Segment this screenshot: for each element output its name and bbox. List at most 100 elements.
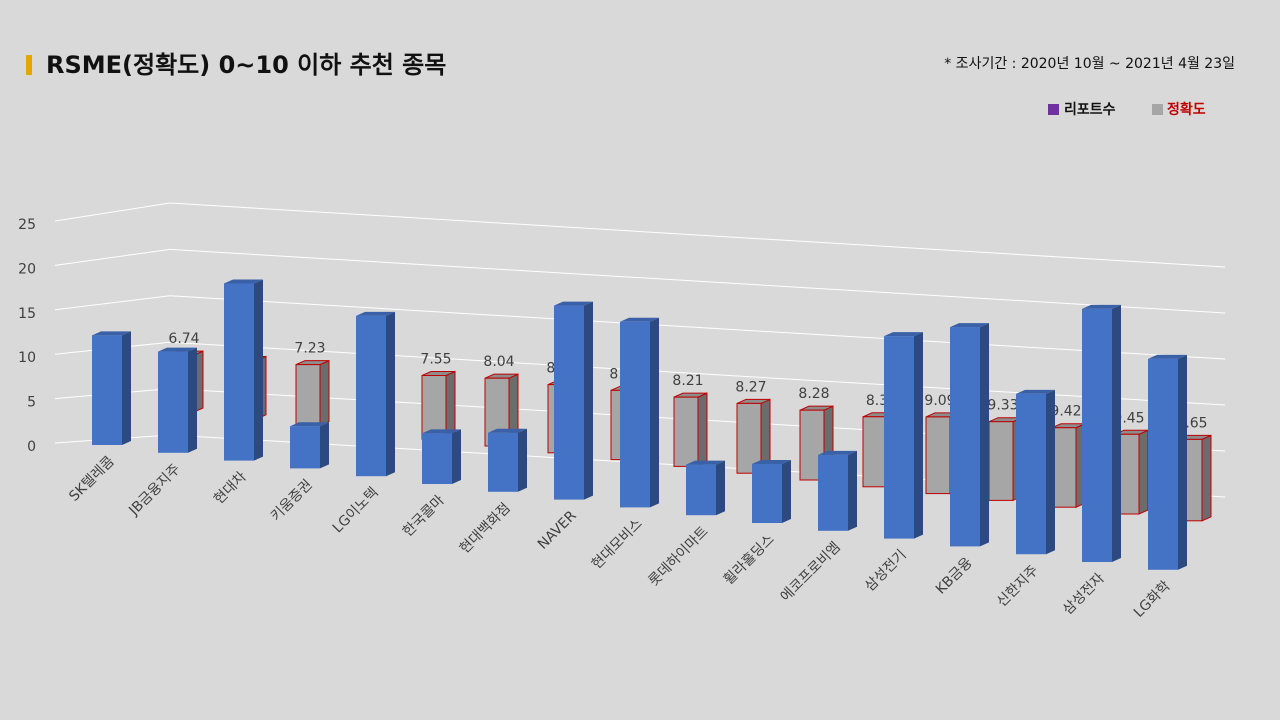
bar	[1148, 354, 1187, 570]
bar-top	[884, 332, 923, 337]
bar-top	[1148, 354, 1187, 359]
bar-face	[686, 464, 716, 516]
bar	[421, 370, 456, 440]
data-label: 8.04	[483, 354, 514, 370]
title-accent	[26, 55, 32, 75]
bar-face	[884, 336, 914, 539]
bar-top	[224, 279, 263, 284]
bar-face	[752, 463, 782, 523]
data-label: 9.33	[987, 398, 1018, 414]
bar	[799, 405, 834, 481]
bar-top	[356, 311, 395, 316]
y-tick-label: 25	[18, 217, 36, 233]
bar-side	[518, 428, 527, 492]
bar	[356, 311, 395, 477]
bar-face	[818, 454, 848, 531]
bar-face	[673, 396, 699, 467]
legend-swatch	[1152, 104, 1163, 115]
bar	[884, 332, 923, 539]
bar-face	[1051, 427, 1077, 508]
bar-top	[818, 450, 857, 455]
bar-side	[848, 450, 857, 531]
bar	[295, 359, 330, 427]
bar	[950, 323, 989, 547]
bar-side	[980, 323, 989, 547]
bar-face	[92, 335, 122, 445]
bar	[736, 398, 771, 474]
bar	[554, 301, 593, 500]
bar	[752, 459, 791, 523]
data-label: 9.45	[1113, 410, 1144, 426]
chart-title: RSME(정확도) 0~10 이하 추천 종목	[46, 51, 446, 79]
bar-side	[320, 422, 329, 469]
note: * 조사기간 : 2020년 10월 ~ 2021년 4월 23일	[944, 56, 1235, 72]
bar-side	[122, 331, 131, 445]
bar-side	[716, 460, 725, 516]
bar-face	[554, 305, 584, 500]
bar	[290, 422, 329, 469]
bar	[620, 317, 659, 508]
legend: 리포트수 정확도	[1048, 101, 1206, 118]
grid-line	[169, 202, 1226, 268]
bar-top	[92, 331, 131, 336]
bar-face	[1148, 358, 1178, 570]
bar-top	[1016, 389, 1055, 394]
bar	[818, 450, 857, 531]
bar-face	[736, 402, 762, 474]
bar-top	[950, 323, 989, 328]
bar	[158, 347, 197, 453]
bar-face	[158, 351, 188, 453]
bar-side	[319, 359, 330, 427]
bar	[673, 392, 708, 468]
bar-side	[254, 279, 263, 461]
bar-side	[697, 392, 708, 468]
bar-face	[950, 327, 980, 547]
bar-side	[188, 347, 197, 453]
bar-face	[421, 375, 447, 440]
bar	[224, 279, 263, 461]
bar-top	[1082, 304, 1121, 309]
bar-side	[1138, 429, 1149, 515]
grid-line	[54, 295, 171, 311]
grid-line	[54, 202, 171, 222]
bar-face	[290, 426, 320, 469]
bar-side	[1046, 389, 1055, 555]
bar-face	[1082, 308, 1112, 562]
bar-top	[488, 428, 527, 433]
bar-face	[422, 433, 452, 484]
legend-swatch	[1048, 104, 1059, 115]
data-label: 9.09	[924, 393, 955, 409]
data-label: 8.27	[735, 379, 766, 395]
y-tick-label: 0	[27, 439, 36, 455]
bar-top	[686, 460, 725, 465]
bar-face	[1016, 393, 1046, 555]
bar-top	[158, 347, 197, 352]
bar	[488, 428, 527, 492]
bar-face	[356, 315, 386, 477]
data-label: 6.74	[168, 331, 199, 347]
bar-side	[386, 311, 395, 477]
bar-side	[650, 317, 659, 508]
bar-face	[620, 321, 650, 508]
bar	[422, 429, 461, 484]
bar-side	[445, 370, 456, 440]
legend-label: 리포트수	[1064, 102, 1116, 118]
bar-top	[620, 317, 659, 322]
bar	[1082, 304, 1121, 562]
y-tick-label: 15	[18, 306, 36, 322]
data-label: 9.42	[1050, 404, 1081, 420]
grid-line	[169, 295, 1226, 360]
bar-top	[422, 429, 461, 434]
bar-face	[988, 421, 1014, 501]
bar	[1016, 389, 1055, 555]
bar	[92, 331, 131, 445]
grid-line	[54, 248, 171, 266]
bar-top	[554, 301, 593, 306]
bar-side	[782, 459, 791, 523]
y-tick-label: 20	[18, 261, 36, 277]
bar-side	[452, 429, 461, 484]
y-tick-label: 10	[18, 350, 36, 366]
bar	[1051, 422, 1086, 508]
data-label: 8.3	[866, 393, 888, 409]
